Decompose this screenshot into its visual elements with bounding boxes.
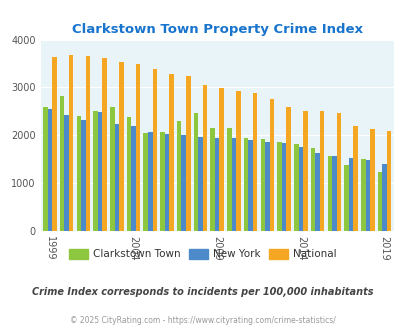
- Bar: [377, 172, 382, 231]
- Bar: [102, 58, 107, 231]
- Bar: [60, 96, 64, 231]
- Bar: [135, 64, 140, 231]
- Bar: [315, 152, 319, 231]
- Bar: [93, 111, 98, 231]
- Bar: [110, 107, 114, 231]
- Bar: [264, 142, 269, 231]
- Bar: [281, 144, 286, 231]
- Bar: [126, 117, 131, 231]
- Bar: [98, 112, 102, 231]
- Bar: [382, 164, 386, 231]
- Bar: [185, 76, 190, 231]
- Bar: [152, 69, 157, 231]
- Bar: [114, 124, 119, 231]
- Bar: [43, 107, 47, 231]
- Bar: [81, 120, 85, 231]
- Bar: [243, 138, 248, 231]
- Bar: [352, 126, 357, 231]
- Bar: [219, 88, 224, 231]
- Legend: Clarkstown Town, New York, National: Clarkstown Town, New York, National: [65, 245, 340, 263]
- Text: © 2025 CityRating.com - https://www.cityrating.com/crime-statistics/: © 2025 CityRating.com - https://www.city…: [70, 315, 335, 325]
- Bar: [198, 137, 202, 231]
- Bar: [143, 133, 148, 231]
- Bar: [119, 62, 123, 231]
- Bar: [298, 147, 303, 231]
- Bar: [148, 132, 152, 231]
- Bar: [348, 158, 352, 231]
- Bar: [169, 74, 173, 231]
- Bar: [248, 140, 252, 231]
- Bar: [277, 142, 281, 231]
- Bar: [336, 113, 340, 231]
- Bar: [227, 128, 231, 231]
- Bar: [386, 130, 390, 231]
- Bar: [52, 57, 56, 231]
- Bar: [131, 126, 135, 231]
- Bar: [369, 129, 374, 231]
- Bar: [202, 84, 207, 231]
- Bar: [76, 116, 81, 231]
- Bar: [193, 113, 198, 231]
- Bar: [310, 148, 315, 231]
- Bar: [236, 91, 240, 231]
- Bar: [319, 112, 324, 231]
- Bar: [269, 99, 273, 231]
- Bar: [293, 144, 298, 231]
- Bar: [164, 134, 169, 231]
- Bar: [252, 93, 257, 231]
- Bar: [327, 156, 331, 231]
- Bar: [286, 107, 290, 231]
- Text: Crime Index corresponds to incidents per 100,000 inhabitants: Crime Index corresponds to incidents per…: [32, 287, 373, 297]
- Bar: [177, 121, 181, 231]
- Bar: [210, 128, 214, 231]
- Bar: [214, 138, 219, 231]
- Bar: [68, 55, 73, 231]
- Bar: [160, 132, 164, 231]
- Bar: [181, 135, 185, 231]
- Bar: [360, 159, 365, 231]
- Bar: [331, 156, 336, 231]
- Bar: [260, 139, 264, 231]
- Bar: [343, 165, 348, 231]
- Bar: [303, 111, 307, 231]
- Bar: [47, 109, 52, 231]
- Bar: [365, 160, 369, 231]
- Bar: [231, 138, 236, 231]
- Bar: [85, 56, 90, 231]
- Bar: [64, 115, 68, 231]
- Title: Clarkstown Town Property Crime Index: Clarkstown Town Property Crime Index: [72, 23, 362, 36]
